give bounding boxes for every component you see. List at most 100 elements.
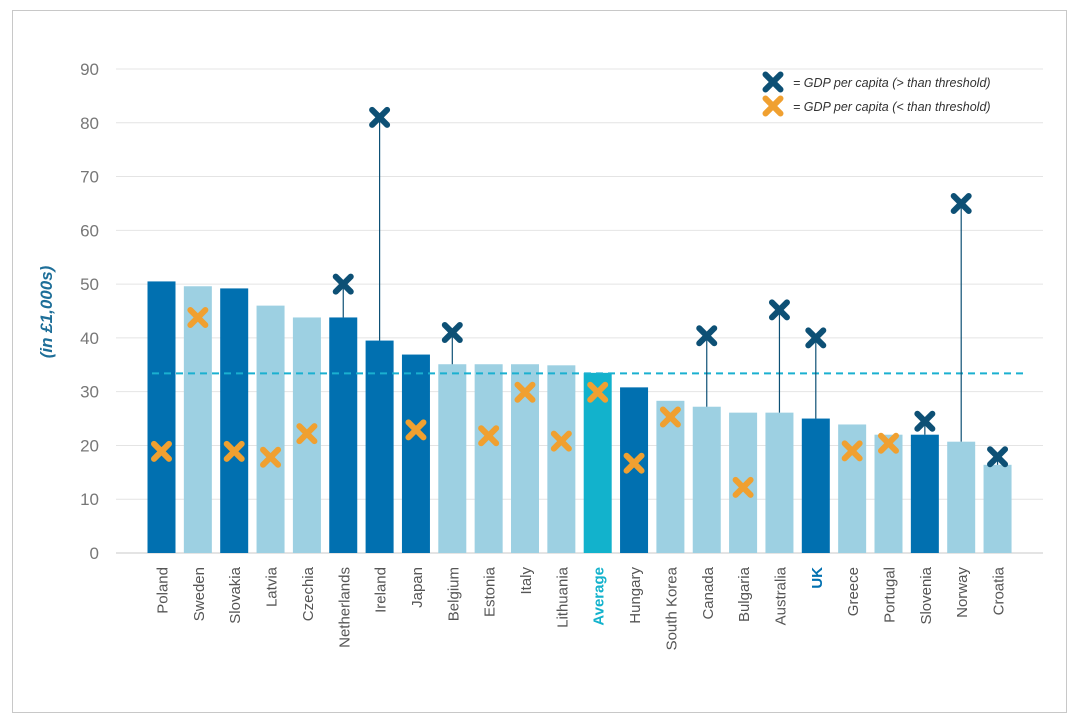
bar-netherlands: [329, 317, 358, 553]
y-tick-label: 90: [80, 60, 99, 79]
bar-lithuania: [547, 365, 576, 553]
legend: = GDP per capita (> than threshold) = GDP…: [762, 71, 991, 117]
cross-stroke: [732, 476, 754, 498]
gdp-marker-low: [223, 440, 245, 462]
bar-belgium: [438, 364, 467, 553]
cross-stroke: [841, 440, 863, 462]
x-tick-label: Latvia: [264, 566, 281, 607]
gdp-marker-low: [878, 432, 899, 454]
x-tick-label: Ireland: [373, 567, 390, 613]
cross-stroke: [187, 306, 209, 328]
cross-stroke: [478, 425, 500, 447]
legend-label: = GDP per capita (> than threshold): [793, 76, 991, 90]
gdp-marker-low: [514, 381, 536, 403]
bar-uk: [801, 418, 830, 553]
gridlines: [116, 68, 1043, 554]
gdp-marker-high: [696, 325, 718, 347]
x-tick-label: Czechia: [300, 566, 317, 621]
y-tick-label: 10: [80, 490, 99, 509]
gdp-marker-high: [768, 299, 790, 321]
x-tick-label: Norway: [954, 567, 971, 618]
bar-slovenia: [910, 434, 939, 553]
cross-stroke: [762, 95, 784, 117]
x-tick-label: Australia: [772, 566, 789, 625]
cross-stroke: [514, 381, 536, 403]
cross-stroke: [332, 273, 354, 295]
y-tick-label: 70: [80, 168, 99, 187]
gdp-marker-high: [950, 192, 972, 214]
x-tick-label: Croatia: [991, 566, 1008, 615]
y-tick-label: 40: [80, 329, 99, 348]
cross-stroke: [659, 406, 681, 428]
gdp-marker-low: [587, 381, 609, 403]
bar-portugal: [874, 434, 903, 553]
x-tick-labels: Poland Sweden Slovakia Latvia Czechia Netherl…: [155, 566, 1008, 650]
bar-average: [583, 372, 612, 553]
x-tick-label: Lithuania: [554, 566, 571, 628]
bars: [147, 281, 1012, 553]
cross-stroke: [405, 419, 427, 441]
bar-canada: [692, 406, 721, 553]
cross-stroke: [260, 446, 282, 468]
gdp-marker-high: [987, 446, 1009, 468]
y-axis-label: (in £1,000s): [37, 265, 56, 358]
x-tick-label: Greece: [845, 567, 862, 616]
x-tick-label: Poland: [155, 567, 172, 614]
cross-stroke: [151, 440, 172, 462]
x-tick-label: Bulgaria: [736, 566, 753, 622]
cross-stroke: [296, 423, 318, 445]
cross-stroke: [805, 327, 827, 349]
x-tick-label: Slovenia: [918, 566, 935, 624]
x-tick-label: South Korea: [663, 566, 680, 650]
bar-poland: [147, 281, 176, 553]
gdp-marker-low: [187, 306, 209, 328]
legend-label: = GDP per capita (< than threshold): [793, 100, 991, 114]
bar-latvia: [256, 305, 285, 553]
bar-ireland: [365, 340, 394, 553]
x-tick-label: UK: [809, 567, 826, 589]
y-tick-label: 80: [80, 114, 99, 133]
bar-bulgaria: [729, 412, 758, 553]
bar-croatia: [983, 464, 1012, 553]
gdp-marker-high: [332, 273, 354, 295]
gdp-marker-high: [805, 327, 827, 349]
gdp-marker-low: [260, 446, 282, 468]
y-tick-labels: 0 10 20 30 40 50 60 70 80 90: [80, 60, 99, 563]
cross-stroke: [441, 322, 463, 344]
y-tick-label: 20: [80, 436, 99, 455]
cross-stroke: [878, 432, 899, 454]
x-tick-label: Slovakia: [227, 566, 244, 623]
gdp-marker-low: [478, 425, 500, 447]
cross-stroke: [762, 71, 784, 93]
x-tick-label: Netherlands: [336, 567, 353, 648]
cross-stroke: [950, 192, 972, 214]
cross-stroke: [550, 430, 572, 452]
bar-estonia: [474, 364, 503, 553]
gdp-marker-high: [914, 410, 936, 432]
gdp-marker-low: [623, 452, 645, 474]
bar-sweden: [183, 286, 212, 553]
cross-stroke: [369, 106, 391, 128]
cross-stroke: [914, 410, 936, 432]
x-tick-label: Hungary: [627, 567, 644, 624]
x-tick-label: Portugal: [882, 567, 899, 623]
x-tick-label: Italy: [518, 567, 535, 595]
y-tick-label: 0: [90, 544, 99, 563]
x-tick-label: Canada: [700, 566, 717, 619]
gdp-marker-low: [550, 430, 572, 452]
cross-stroke: [768, 299, 790, 321]
legend-marker: [762, 71, 784, 93]
x-tick-label: Japan: [409, 567, 426, 608]
gdp-marker-low: [151, 440, 172, 462]
y-tick-label: 30: [80, 383, 99, 402]
cross-stroke: [987, 446, 1009, 468]
x-tick-label: Sweden: [191, 567, 208, 621]
cross-stroke: [696, 325, 718, 347]
bar-australia: [765, 412, 794, 553]
x-tick-label: Estonia: [482, 566, 499, 617]
x-tick-label: Average: [591, 567, 608, 626]
gdp-marker-low: [659, 406, 681, 428]
gdp-marker-low: [732, 476, 754, 498]
gdp-marker-low: [296, 423, 318, 445]
